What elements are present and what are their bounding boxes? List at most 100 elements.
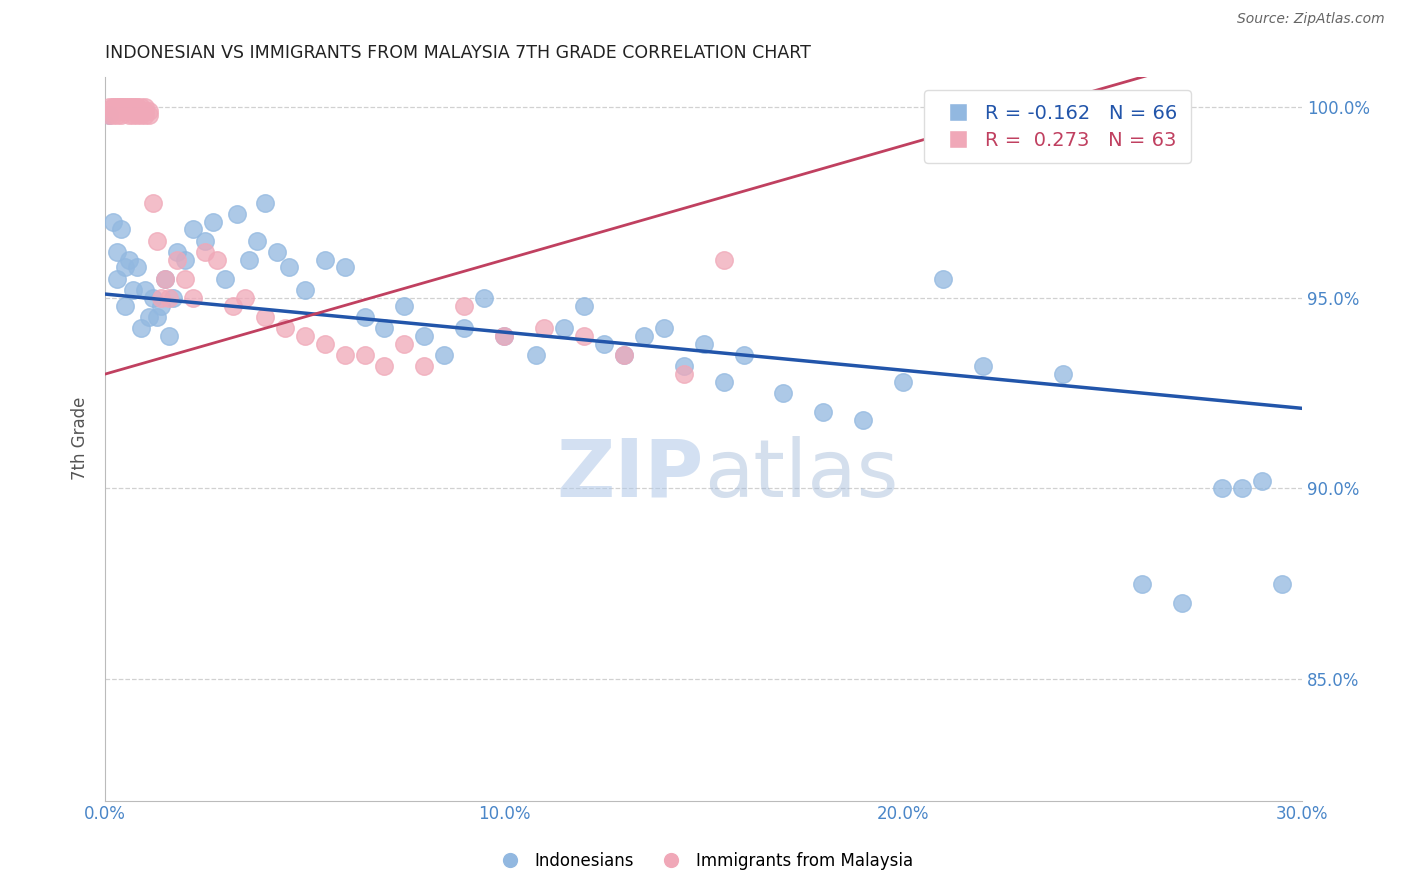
Point [772, 386, 794, 401]
Point [333, 348, 356, 362]
Point [1211, 481, 1233, 495]
Point [129, 100, 152, 114]
Point [98, 108, 121, 122]
Point [201, 215, 224, 229]
Point [105, 245, 128, 260]
Point [127, 108, 149, 122]
Point [713, 375, 735, 389]
Point [652, 321, 675, 335]
Point [233, 291, 256, 305]
Point [494, 329, 516, 343]
Point [129, 108, 152, 122]
Point [146, 310, 169, 324]
Point [114, 100, 136, 114]
Point [266, 245, 288, 260]
Point [692, 336, 714, 351]
Point [162, 291, 184, 305]
Point [157, 329, 180, 343]
Point [672, 359, 695, 374]
Point [852, 413, 875, 427]
Point [1232, 481, 1254, 495]
Point [1171, 596, 1194, 610]
Point [813, 405, 835, 419]
Point [142, 291, 165, 305]
Point [150, 298, 173, 312]
Point [277, 260, 299, 275]
Point [103, 108, 125, 122]
Point [572, 298, 595, 312]
Point [138, 310, 160, 324]
Legend: R = -0.162   N = 66, R =  0.273   N = 63: R = -0.162 N = 66, R = 0.273 N = 63 [925, 90, 1191, 163]
Point [194, 234, 217, 248]
Point [122, 108, 145, 122]
Point [134, 100, 156, 114]
Point [138, 108, 160, 122]
Point [105, 100, 128, 114]
Point [157, 291, 180, 305]
Point [181, 222, 204, 236]
Text: atlas: atlas [703, 436, 898, 514]
Point [103, 215, 125, 229]
Y-axis label: 7th Grade: 7th Grade [72, 397, 89, 481]
Point [98, 108, 121, 122]
Point [932, 272, 955, 286]
Point [294, 329, 316, 343]
Point [353, 348, 375, 362]
Point [114, 260, 136, 275]
Point [166, 245, 188, 260]
Point [127, 260, 149, 275]
Point [214, 272, 236, 286]
Point [453, 321, 475, 335]
Text: INDONESIAN VS IMMIGRANTS FROM MALAYSIA 7TH GRADE CORRELATION CHART: INDONESIAN VS IMMIGRANTS FROM MALAYSIA 7… [105, 44, 811, 62]
Point [672, 367, 695, 381]
Point [1132, 576, 1154, 591]
Point [105, 272, 128, 286]
Point [194, 245, 217, 260]
Point [110, 100, 132, 114]
Point [222, 298, 245, 312]
Point [114, 104, 136, 119]
Point [1052, 367, 1074, 381]
Point [733, 348, 755, 362]
Point [572, 329, 595, 343]
Point [127, 100, 149, 114]
Point [394, 298, 416, 312]
Point [110, 222, 132, 236]
Point [134, 283, 156, 297]
Point [129, 104, 152, 119]
Point [413, 329, 436, 343]
Point [453, 298, 475, 312]
Point [134, 104, 156, 119]
Point [127, 104, 149, 119]
Point [142, 195, 165, 210]
Point [373, 359, 395, 374]
Point [153, 272, 176, 286]
Point [122, 104, 145, 119]
Point [110, 104, 132, 119]
Point [1271, 576, 1294, 591]
Point [105, 100, 128, 114]
Point [246, 234, 269, 248]
Point [122, 100, 145, 114]
Point [613, 348, 636, 362]
Point [205, 252, 228, 267]
Legend: Indonesians, Immigrants from Malaysia: Indonesians, Immigrants from Malaysia [486, 846, 920, 877]
Point [413, 359, 436, 374]
Point [127, 100, 149, 114]
Point [394, 336, 416, 351]
Point [593, 336, 616, 351]
Point [181, 291, 204, 305]
Point [533, 321, 555, 335]
Point [166, 252, 188, 267]
Point [433, 348, 456, 362]
Point [118, 252, 141, 267]
Point [98, 100, 121, 114]
Point [105, 108, 128, 122]
Point [114, 298, 136, 312]
Point [118, 100, 141, 114]
Point [122, 283, 145, 297]
Point [110, 100, 132, 114]
Point [225, 207, 247, 221]
Text: ZIP: ZIP [557, 436, 703, 514]
Point [333, 260, 356, 275]
